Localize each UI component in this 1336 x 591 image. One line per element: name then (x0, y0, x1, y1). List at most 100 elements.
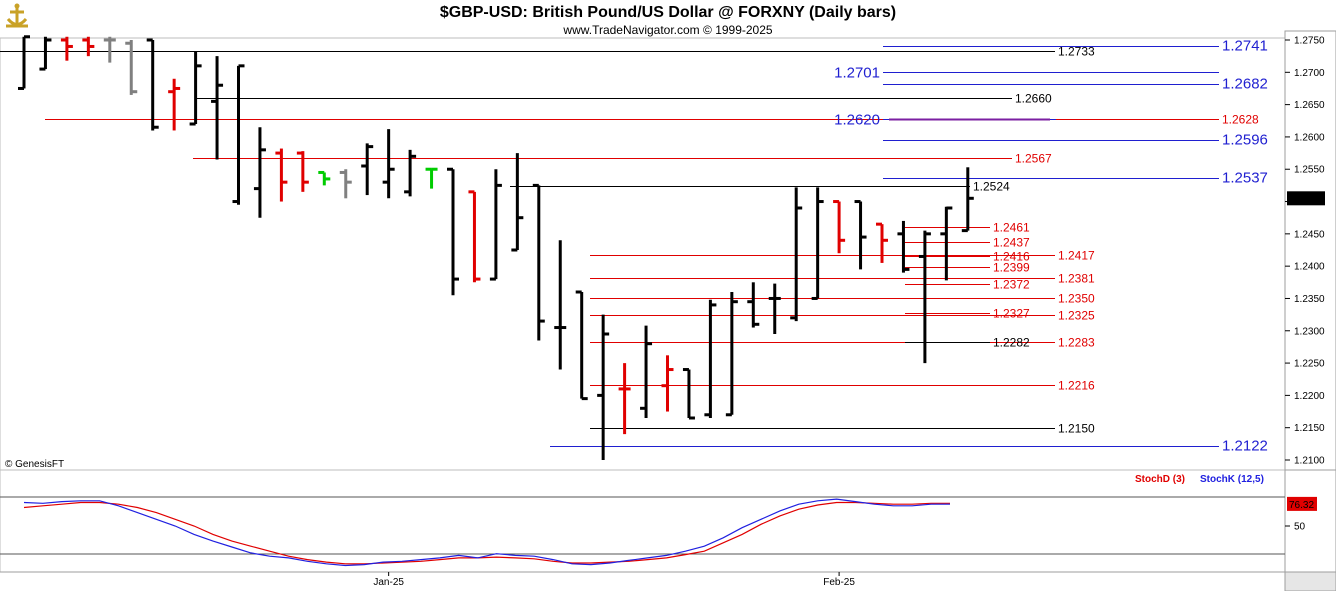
price-tick-label: 1.2200 (1294, 391, 1325, 402)
header: $GBP-USD: British Pound/US Dollar @ FORX… (2, 2, 896, 37)
price-tick-label: 1.2700 (1294, 68, 1325, 79)
ohlc-bar (211, 56, 224, 160)
level-label: 1.2417 (1058, 249, 1095, 263)
level-label: 1.2327 (993, 307, 1030, 321)
ohlc-bar (232, 64, 245, 205)
price-tick-label: 1.2350 (1294, 294, 1325, 305)
anchor-logo-icon[interactable] (2, 2, 32, 30)
level-label: 1.2682 (1222, 76, 1268, 93)
ohlc-bar (511, 153, 524, 252)
ohlc-bar (489, 169, 502, 281)
ohlc-bar (897, 220, 910, 273)
chart-subtitle: www.TradeNavigator.com © 1999-2025 (562, 23, 772, 37)
bottom-scroll-corner[interactable] (1284, 571, 1336, 591)
price-tick-label: 1.2650 (1294, 100, 1325, 111)
level-label: 1.2282 (993, 336, 1030, 350)
level-label: 1.2524 (973, 180, 1010, 194)
ohlc-bars (18, 35, 974, 460)
price-tick-label: 1.2150 (1294, 423, 1325, 434)
level-label: 1.2416 (993, 250, 1030, 264)
ohlc-bar (339, 169, 352, 199)
ohlc-bar (39, 36, 52, 71)
last-price-label: 1.2505 (1290, 194, 1321, 205)
ohlc-bar (618, 363, 631, 435)
level-label: 1.2381 (1058, 272, 1095, 286)
price-tick-label: 1.2450 (1294, 229, 1325, 240)
price-tick-label: 1.2100 (1294, 456, 1325, 467)
stoch-axis-labels: 76.32 50 (1285, 496, 1317, 533)
time-axis (0, 572, 1285, 591)
stoch-value-label: 76.32 (1289, 500, 1314, 511)
ohlc-bar (790, 187, 803, 322)
stoch-value-box (1287, 496, 1317, 511)
ohlc-bar (103, 36, 116, 63)
price-tick-label: 1.2300 (1294, 326, 1325, 337)
level-label: 1.2122 (1222, 438, 1268, 455)
ohlc-bar (189, 51, 202, 126)
level-label: 1.2372 (993, 278, 1030, 292)
price-tick-label: 1.2750 (1294, 36, 1325, 47)
level-label: 1.2461 (993, 221, 1030, 235)
level-label: 1.2399 (993, 261, 1030, 275)
chart-title: $GBP-USD: British Pound/US Dollar @ FORX… (440, 4, 896, 21)
ohlc-bar (554, 240, 567, 370)
ohlc-bar (661, 355, 674, 412)
level-label: 1.2596 (1222, 132, 1268, 149)
last-price-marker: 1.2505 (1287, 191, 1325, 206)
level-label: 1.2660 (1015, 92, 1052, 106)
stoch-series-line (23, 501, 950, 565)
ohlc-bar (597, 314, 610, 460)
level-label: 1.2567 (1015, 152, 1052, 166)
ohlc-bar (168, 78, 181, 131)
legend-stochK: StochK (12,5) (1200, 474, 1264, 485)
ohlc-bar (532, 183, 545, 341)
ohlc-bar (18, 35, 30, 90)
ohlc-bar (811, 187, 824, 300)
ohlc-bar (253, 127, 266, 218)
ohlc-bar (704, 299, 717, 418)
price-tick-label: 1.2250 (1294, 359, 1325, 370)
ohlc-bar (725, 292, 738, 417)
ohlc-bar (60, 36, 73, 61)
time-tick-label: Feb-25 (823, 577, 855, 588)
ohlc-bar (768, 283, 781, 334)
level-label: 1.2325 (1058, 309, 1095, 323)
ohlc-bar (275, 148, 288, 202)
level-label: 1.2733 (1058, 45, 1095, 59)
price-tick-label: 1.2600 (1294, 132, 1325, 143)
ohlc-bar (125, 40, 138, 95)
last-price-box (1287, 191, 1325, 206)
level-label: 1.2620 (834, 112, 880, 129)
watermark: © GenesisFT (5, 459, 64, 470)
ohlc-bar (961, 167, 974, 233)
level-label: 1.2701 (834, 65, 880, 82)
level-label: 1.2741 (1222, 38, 1268, 55)
ohlc-bar (82, 36, 95, 57)
stoch-panel (0, 469, 1286, 573)
stochastic-lines (23, 498, 950, 567)
price-panel (0, 37, 1286, 471)
time-tick-label: Jan-25 (373, 577, 404, 588)
ohlc-bar (854, 200, 867, 270)
level-label: 1.2628 (1222, 113, 1259, 127)
ohlc-bar (361, 143, 374, 196)
ohlc-bar (640, 325, 653, 418)
price-tick-label: 1.2550 (1294, 165, 1325, 176)
stoch-axis (1284, 469, 1336, 573)
ohlc-bar (833, 200, 846, 254)
ohlc-bar (382, 129, 395, 199)
ohlc-bar (575, 290, 588, 401)
legend-stochD: StochD (3) (1135, 474, 1185, 485)
support-resistance-levels: 1.2741 1.2733 1.2701 1.2682 1.2660 1.2628 1.26… (0, 38, 1268, 455)
ohlc-bar (747, 282, 760, 328)
stoch-series-line (23, 498, 950, 567)
time-axis-labels: Jan-25 Feb-25 (373, 572, 855, 588)
ohlc-bar (876, 222, 888, 263)
price-tick-label: 1.2400 (1294, 262, 1325, 273)
stoch-tick-label: 50 (1294, 522, 1306, 533)
ohlc-bar (682, 368, 695, 420)
ohlc-bar (404, 149, 417, 197)
ohlc-bar (146, 38, 159, 131)
level-label: 1.2150 (1058, 422, 1095, 436)
